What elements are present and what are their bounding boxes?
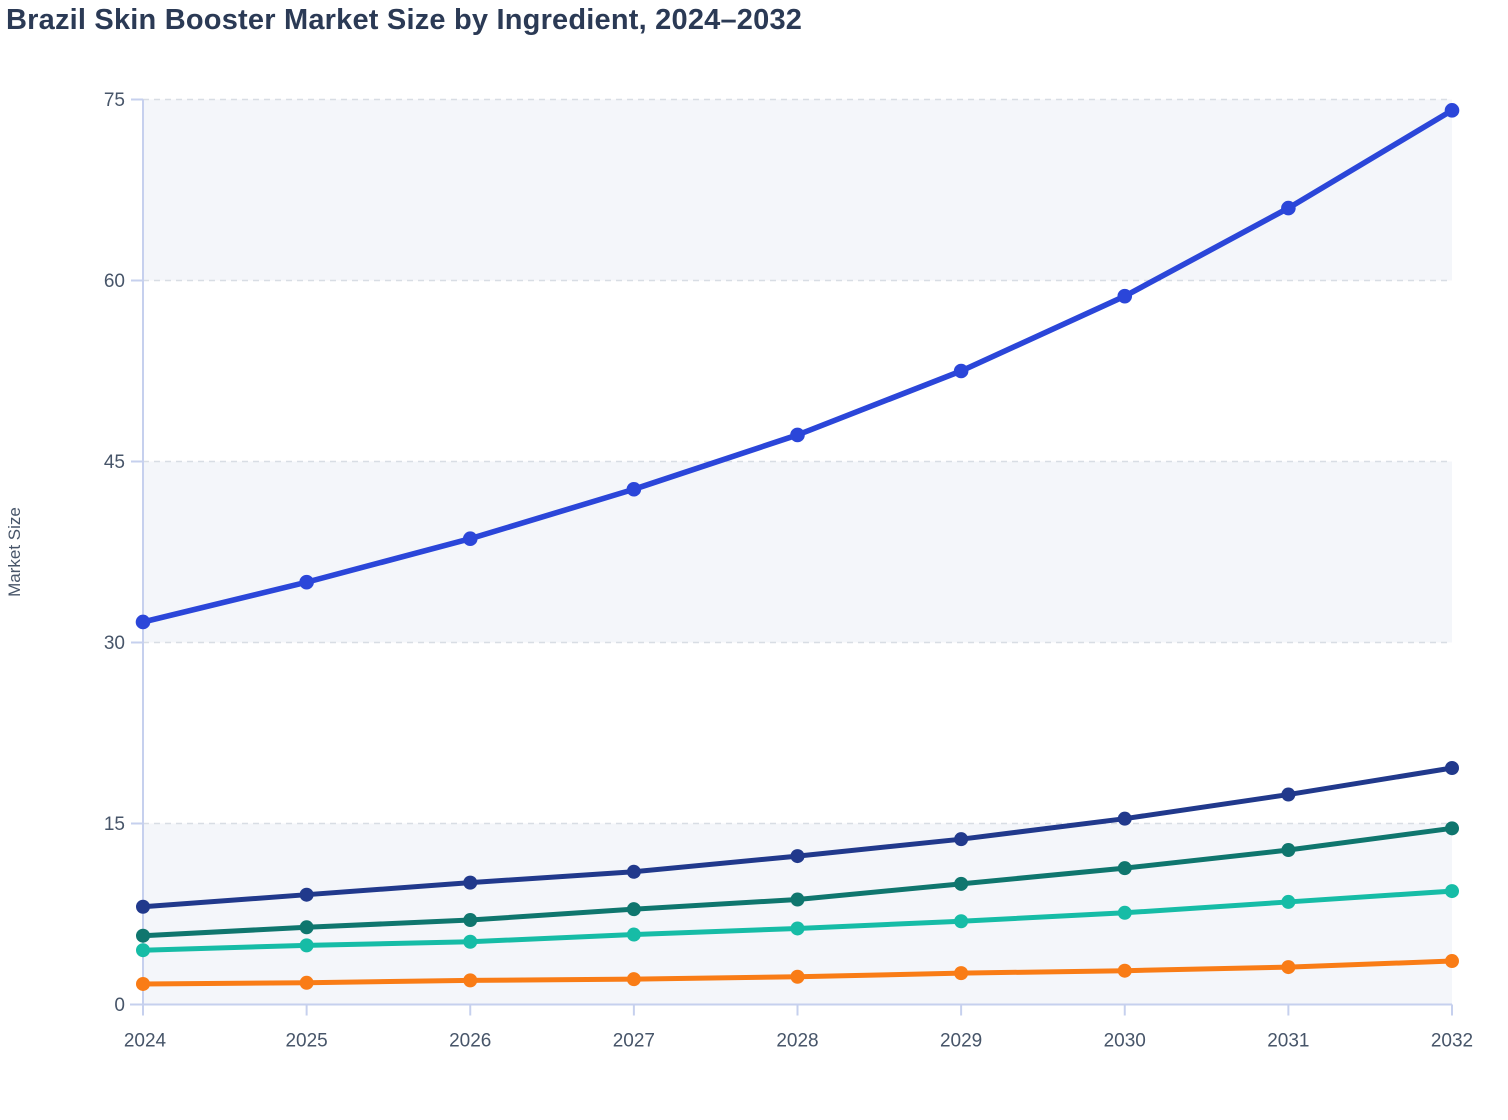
y-tick-label: 60 — [104, 271, 125, 292]
x-tick-label: 2030 — [1104, 1031, 1146, 1052]
data-point-series-3-dark-teal-2026[interactable] — [463, 913, 478, 928]
data-point-series-4-turquoise-2032[interactable] — [1445, 884, 1459, 899]
data-point-series-1-royal-blue-2032[interactable] — [1444, 103, 1460, 118]
data-point-series-5-orange-2030[interactable] — [1117, 963, 1132, 978]
y-tick-label: 15 — [104, 814, 125, 835]
data-point-series-5-orange-2028[interactable] — [790, 969, 805, 984]
data-point-series-1-royal-blue-2027[interactable] — [626, 481, 642, 497]
x-tick-label: 2025 — [285, 1031, 327, 1052]
data-point-series-2-navy-2024[interactable] — [136, 899, 150, 914]
data-point-series-5-orange-2026[interactable] — [463, 973, 478, 988]
data-point-series-4-turquoise-2031[interactable] — [1281, 894, 1296, 909]
data-point-series-3-dark-teal-2032[interactable] — [1445, 821, 1459, 836]
data-point-series-3-dark-teal-2024[interactable] — [136, 928, 150, 943]
x-tick-label: 2028 — [776, 1031, 818, 1052]
data-point-series-1-royal-blue-2026[interactable] — [462, 531, 478, 547]
data-point-series-1-royal-blue-2029[interactable] — [953, 363, 969, 379]
x-tick-label: 2031 — [1267, 1031, 1309, 1052]
data-point-series-2-navy-2026[interactable] — [463, 875, 478, 890]
data-point-series-2-navy-2025[interactable] — [299, 887, 314, 902]
plot-band — [143, 99, 1452, 281]
data-point-series-3-dark-teal-2028[interactable] — [790, 892, 805, 907]
data-point-series-1-royal-blue-2028[interactable] — [790, 427, 805, 443]
plot-band — [143, 461, 1452, 643]
data-point-series-4-turquoise-2029[interactable] — [954, 914, 969, 929]
y-tick-label: 45 — [104, 452, 125, 473]
y-tick-label: 30 — [104, 633, 125, 654]
data-point-series-4-turquoise-2025[interactable] — [299, 938, 314, 953]
x-tick-label: 2032 — [1431, 1031, 1473, 1052]
y-tick-label: 0 — [114, 995, 125, 1016]
data-point-series-2-navy-2027[interactable] — [626, 864, 641, 879]
data-point-series-4-turquoise-2024[interactable] — [136, 943, 150, 958]
chart-title: Brazil Skin Booster Market Size by Ingre… — [6, 4, 803, 36]
data-point-series-1-royal-blue-2031[interactable] — [1281, 200, 1296, 216]
data-point-series-1-royal-blue-2024[interactable] — [135, 614, 151, 630]
data-point-series-5-orange-2031[interactable] — [1281, 960, 1296, 975]
data-point-series-3-dark-teal-2027[interactable] — [626, 902, 641, 917]
data-point-series-4-turquoise-2030[interactable] — [1117, 905, 1132, 920]
data-point-series-4-turquoise-2026[interactable] — [463, 934, 478, 949]
data-point-series-3-dark-teal-2025[interactable] — [299, 920, 314, 935]
data-point-series-3-dark-teal-2031[interactable] — [1281, 843, 1296, 858]
data-point-series-3-dark-teal-2030[interactable] — [1117, 861, 1132, 876]
x-tick-label: 2024 — [124, 1031, 167, 1052]
data-point-series-2-navy-2032[interactable] — [1445, 760, 1459, 775]
data-point-series-1-royal-blue-2025[interactable] — [299, 574, 314, 590]
data-point-series-5-orange-2027[interactable] — [626, 972, 641, 987]
data-point-series-5-orange-2024[interactable] — [136, 976, 150, 991]
data-point-series-2-navy-2028[interactable] — [790, 849, 805, 864]
data-point-series-2-navy-2030[interactable] — [1117, 811, 1132, 826]
data-point-series-2-navy-2031[interactable] — [1281, 787, 1296, 802]
data-point-series-5-orange-2025[interactable] — [299, 975, 314, 990]
data-point-series-5-orange-2032[interactable] — [1445, 954, 1459, 969]
data-point-series-3-dark-teal-2029[interactable] — [954, 876, 969, 891]
x-tick-label: 2027 — [613, 1031, 655, 1052]
data-point-series-4-turquoise-2028[interactable] — [790, 921, 805, 936]
data-point-series-4-turquoise-2027[interactable] — [626, 927, 641, 942]
data-point-series-1-royal-blue-2030[interactable] — [1117, 288, 1133, 304]
y-axis-title: Market Size — [5, 507, 24, 597]
y-tick-label: 75 — [104, 90, 125, 111]
x-tick-label: 2029 — [940, 1031, 982, 1052]
x-tick-label: 2026 — [449, 1031, 491, 1052]
data-point-series-2-navy-2029[interactable] — [954, 832, 969, 847]
data-point-series-5-orange-2029[interactable] — [954, 966, 969, 981]
